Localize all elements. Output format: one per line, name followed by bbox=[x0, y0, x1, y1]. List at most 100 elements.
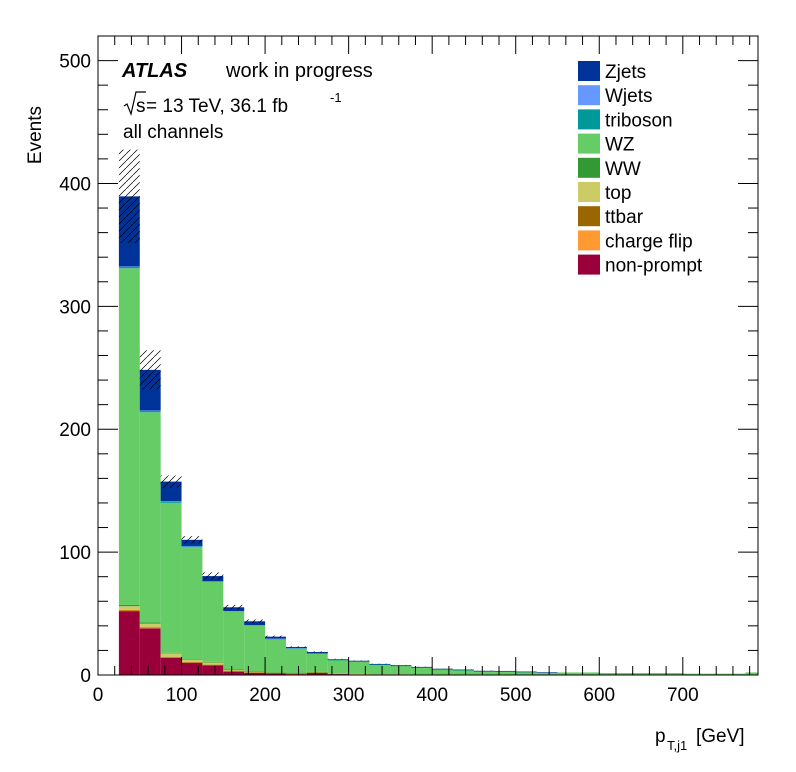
bar-Wjets-6 bbox=[244, 624, 266, 626]
bar-WZ-15 bbox=[432, 669, 454, 675]
uncertainty-band-4 bbox=[202, 572, 224, 580]
bar-Wjets-8 bbox=[285, 647, 307, 649]
energy-lumi-text: = 13 TeV, 36.1 fb bbox=[146, 96, 288, 117]
x-tick-label-1: 100 bbox=[166, 685, 198, 706]
y-tick-label-1: 100 bbox=[59, 543, 91, 564]
x-axis-label-p: p bbox=[655, 726, 666, 747]
legend-label-ttbar: ttbar bbox=[605, 207, 644, 228]
bar-WZ-2 bbox=[160, 502, 182, 653]
bar-Zjets-13 bbox=[390, 665, 412, 666]
uncertainty-bands bbox=[118, 149, 495, 671]
legend-swatch-non-prompt bbox=[578, 254, 600, 275]
legend-swatch-Wjets bbox=[578, 85, 600, 106]
bar-charge-flip-0 bbox=[118, 610, 140, 612]
stacked-bars bbox=[118, 196, 758, 676]
legend-swatch-WW bbox=[578, 157, 600, 178]
bar-non-prompt-6 bbox=[244, 672, 266, 675]
bar-WW-4 bbox=[202, 661, 224, 663]
bar-WZ-29 bbox=[724, 673, 746, 675]
bar-Wjets-3 bbox=[181, 545, 203, 547]
bar-WZ-14 bbox=[411, 667, 433, 675]
bar-WZ-22 bbox=[578, 672, 600, 675]
uncertainty-band-10 bbox=[327, 658, 349, 660]
bar-triboson-0 bbox=[118, 267, 140, 269]
uncertainty-band-6 bbox=[244, 619, 266, 624]
uncertainty-band-5 bbox=[223, 604, 245, 610]
energy-s: s bbox=[136, 96, 146, 117]
bar-WZ-20 bbox=[536, 672, 558, 675]
bar-top-10 bbox=[327, 673, 349, 675]
bar-non-prompt-5 bbox=[223, 671, 245, 675]
x-tick-label-7: 700 bbox=[667, 685, 699, 706]
bar-WZ-18 bbox=[494, 671, 516, 675]
bar-non-prompt-8 bbox=[285, 673, 307, 675]
bar-top-6 bbox=[244, 671, 266, 673]
bar-WW-1 bbox=[139, 622, 161, 624]
bar-top-5 bbox=[223, 669, 245, 672]
bar-top-11 bbox=[348, 673, 370, 675]
bar-WW-6 bbox=[244, 671, 266, 672]
bar-triboson-12 bbox=[369, 664, 391, 665]
legend-swatch-charge-flip bbox=[578, 230, 600, 251]
bar-non-prompt-2 bbox=[160, 657, 182, 675]
legend-swatch-triboson bbox=[578, 109, 600, 130]
legend-label-charge-flip: charge flip bbox=[605, 231, 693, 252]
bar-WZ-26 bbox=[661, 673, 683, 675]
bar-Wjets-1 bbox=[139, 410, 161, 412]
bar-triboson-13 bbox=[390, 665, 412, 667]
energy-lumi-label: s = 13 TeV, 36.1 fb -1 bbox=[123, 90, 342, 117]
bar-WZ-24 bbox=[620, 673, 642, 675]
legend-label-Wjets: Wjets bbox=[605, 86, 653, 107]
bar-charge-flip-2 bbox=[160, 657, 182, 659]
bar-WZ-30 bbox=[745, 672, 758, 675]
x-tick-label-5: 500 bbox=[500, 685, 532, 706]
uncertainty-band-0 bbox=[118, 149, 140, 244]
y-tick-label-2: 200 bbox=[59, 420, 91, 441]
bar-WZ-6 bbox=[244, 625, 266, 672]
bar-WZ-7 bbox=[265, 638, 286, 673]
bar-Wjets-0 bbox=[118, 266, 140, 268]
bar-WZ-21 bbox=[557, 672, 579, 675]
channel-label: all channels bbox=[123, 122, 223, 143]
bar-WW-8 bbox=[285, 673, 307, 674]
bar-triboson-2 bbox=[160, 501, 182, 503]
bar-non-prompt-1 bbox=[139, 628, 161, 675]
bar-top-4 bbox=[202, 662, 224, 665]
legend-swatch-Zjets bbox=[578, 61, 600, 81]
x-axis-label-sub: T,j1 bbox=[667, 738, 687, 753]
bar-WZ-13 bbox=[390, 665, 412, 675]
bar-Zjets-9 bbox=[306, 652, 328, 654]
y-tick-label-0: 0 bbox=[80, 666, 91, 687]
uncertainty-band-7 bbox=[265, 635, 286, 638]
x-tick-label-2: 200 bbox=[249, 685, 281, 706]
bar-Zjets-20 bbox=[536, 672, 558, 673]
bar-Wjets-5 bbox=[223, 610, 245, 612]
bar-WZ-28 bbox=[703, 673, 725, 675]
bar-WW-7 bbox=[265, 672, 286, 673]
uncertainty-band-9 bbox=[306, 651, 328, 653]
x-tick-label-4: 400 bbox=[416, 685, 448, 706]
y-tick-label-3: 300 bbox=[59, 297, 91, 318]
bar-Zjets-19 bbox=[515, 671, 537, 673]
bar-WZ-10 bbox=[327, 660, 349, 674]
bar-triboson-4 bbox=[202, 581, 224, 582]
bar-WZ-17 bbox=[473, 671, 495, 675]
sqrt-symbol bbox=[123, 91, 146, 117]
bar-WZ-3 bbox=[181, 547, 203, 660]
bar-ttbar-8 bbox=[285, 673, 307, 675]
bar-WZ-12 bbox=[369, 664, 391, 675]
bar-top-2 bbox=[160, 653, 182, 658]
bar-WZ-8 bbox=[285, 648, 307, 674]
bar-WZ-0 bbox=[118, 268, 140, 605]
bar-WW-5 bbox=[223, 669, 245, 671]
bar-WZ-19 bbox=[515, 671, 537, 675]
bar-non-prompt-4 bbox=[202, 665, 224, 675]
legend-label-top: top bbox=[605, 183, 631, 204]
bar-non-prompt-0 bbox=[118, 611, 140, 675]
bar-triboson-3 bbox=[181, 546, 203, 548]
bar-charge-flip-9 bbox=[306, 672, 328, 674]
bar-top-0 bbox=[118, 606, 140, 610]
bar-ttbar-7 bbox=[265, 672, 286, 674]
uncertainty-band-8 bbox=[285, 646, 307, 648]
